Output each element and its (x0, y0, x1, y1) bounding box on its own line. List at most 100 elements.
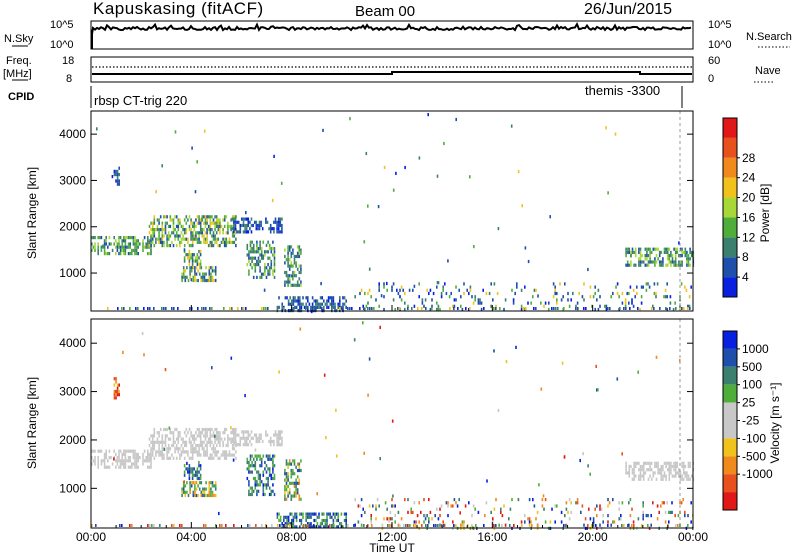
power-cell (609, 307, 611, 310)
power-cell (190, 256, 192, 260)
velocity-cell (331, 524, 333, 527)
velocity-cell (260, 433, 262, 437)
velocity-cell (94, 459, 96, 463)
velocity-cell (249, 439, 251, 444)
power-cell (96, 127, 98, 131)
velocity-cell (186, 461, 188, 465)
velocity-cell (225, 453, 228, 457)
power-cell (295, 283, 297, 287)
velocity-xlabel: Time UT (369, 541, 415, 554)
velocity-cell (124, 456, 127, 460)
velocity-cell (628, 471, 631, 475)
velocity-cell (587, 524, 589, 527)
power-cell (188, 259, 191, 263)
velocity-cell (279, 515, 282, 519)
power-cell (296, 245, 299, 249)
velocity-cell (310, 522, 312, 526)
power-cell (204, 218, 207, 222)
velocity-cell (122, 350, 124, 354)
power-cell (326, 305, 328, 309)
velocity-cell (204, 431, 207, 435)
power-cell (164, 228, 167, 232)
power-cell (469, 175, 471, 179)
power-cell (477, 298, 480, 302)
power-cell (259, 243, 261, 247)
power-cell (567, 291, 569, 296)
power-cell (134, 236, 136, 240)
power-cell (258, 227, 261, 231)
power-cell (195, 231, 197, 235)
power-cell (199, 218, 202, 222)
velocity-cell (177, 450, 180, 454)
velocity-cell (298, 462, 301, 466)
power-cell (674, 257, 677, 261)
velocity-cell (279, 430, 282, 434)
power-cell (670, 263, 672, 267)
power-cell (199, 253, 202, 257)
velocity-cell (687, 477, 690, 481)
power-cell (287, 299, 290, 303)
power-cell (273, 230, 275, 234)
velocity-cell (625, 468, 627, 472)
velocity-cell (151, 447, 154, 451)
velocity-cell (439, 523, 441, 527)
power-cell (439, 307, 441, 312)
velocity-cell (177, 447, 180, 451)
velocity-cell (407, 524, 409, 527)
power-cell (327, 296, 330, 300)
power-cell (351, 307, 353, 310)
velocity-cell (198, 443, 200, 448)
power-cell (217, 224, 220, 228)
velocity-cell (582, 452, 584, 456)
velocity-cell (296, 462, 299, 466)
power-cell (217, 228, 220, 232)
velocity-cell (334, 512, 336, 516)
velocity-cell (681, 461, 683, 465)
power-cell (288, 264, 291, 268)
velocity-cell (190, 467, 192, 471)
velocity-cell (223, 431, 226, 435)
velocity-cell (103, 456, 106, 460)
velocity-cell (428, 520, 430, 524)
power-colorbar-segment (723, 197, 737, 218)
power-cell (652, 260, 655, 264)
velocity-cell (199, 431, 202, 435)
power-cell (255, 220, 258, 224)
velocity-cell (153, 427, 156, 432)
power-cell (560, 298, 563, 302)
power-cell (103, 239, 106, 243)
velocity-cell (150, 447, 152, 451)
velocity-cell (370, 517, 372, 521)
power-cell (180, 240, 183, 244)
velocity-cell (324, 518, 327, 523)
power-cell (188, 253, 191, 257)
power-cell (332, 296, 335, 300)
velocity-cell (119, 465, 122, 469)
power-cell (628, 250, 631, 254)
velocity-cell (148, 443, 151, 448)
velocity-cell (236, 443, 238, 447)
velocity-cell (151, 440, 154, 444)
velocity-cell (233, 439, 235, 444)
velocity-cell (249, 492, 252, 497)
power-cell (649, 250, 651, 254)
power-cell (244, 230, 246, 234)
power-cell (123, 245, 125, 249)
velocity-cell (662, 468, 664, 472)
power-cell (290, 245, 293, 249)
velocity-cell (251, 492, 253, 497)
power-cell (572, 291, 574, 296)
velocity-cell (142, 462, 144, 466)
power-cell (653, 291, 656, 296)
power-cell (323, 299, 325, 303)
power-cell (285, 280, 288, 284)
velocity-cell (185, 427, 188, 432)
power-cell (378, 304, 380, 308)
velocity-cell (227, 437, 229, 441)
velocity-cell (190, 431, 192, 435)
velocity-cell (251, 489, 253, 493)
power-cell (274, 217, 277, 221)
power-cell (187, 256, 189, 260)
power-cell (251, 250, 253, 254)
power-cell (191, 256, 194, 260)
